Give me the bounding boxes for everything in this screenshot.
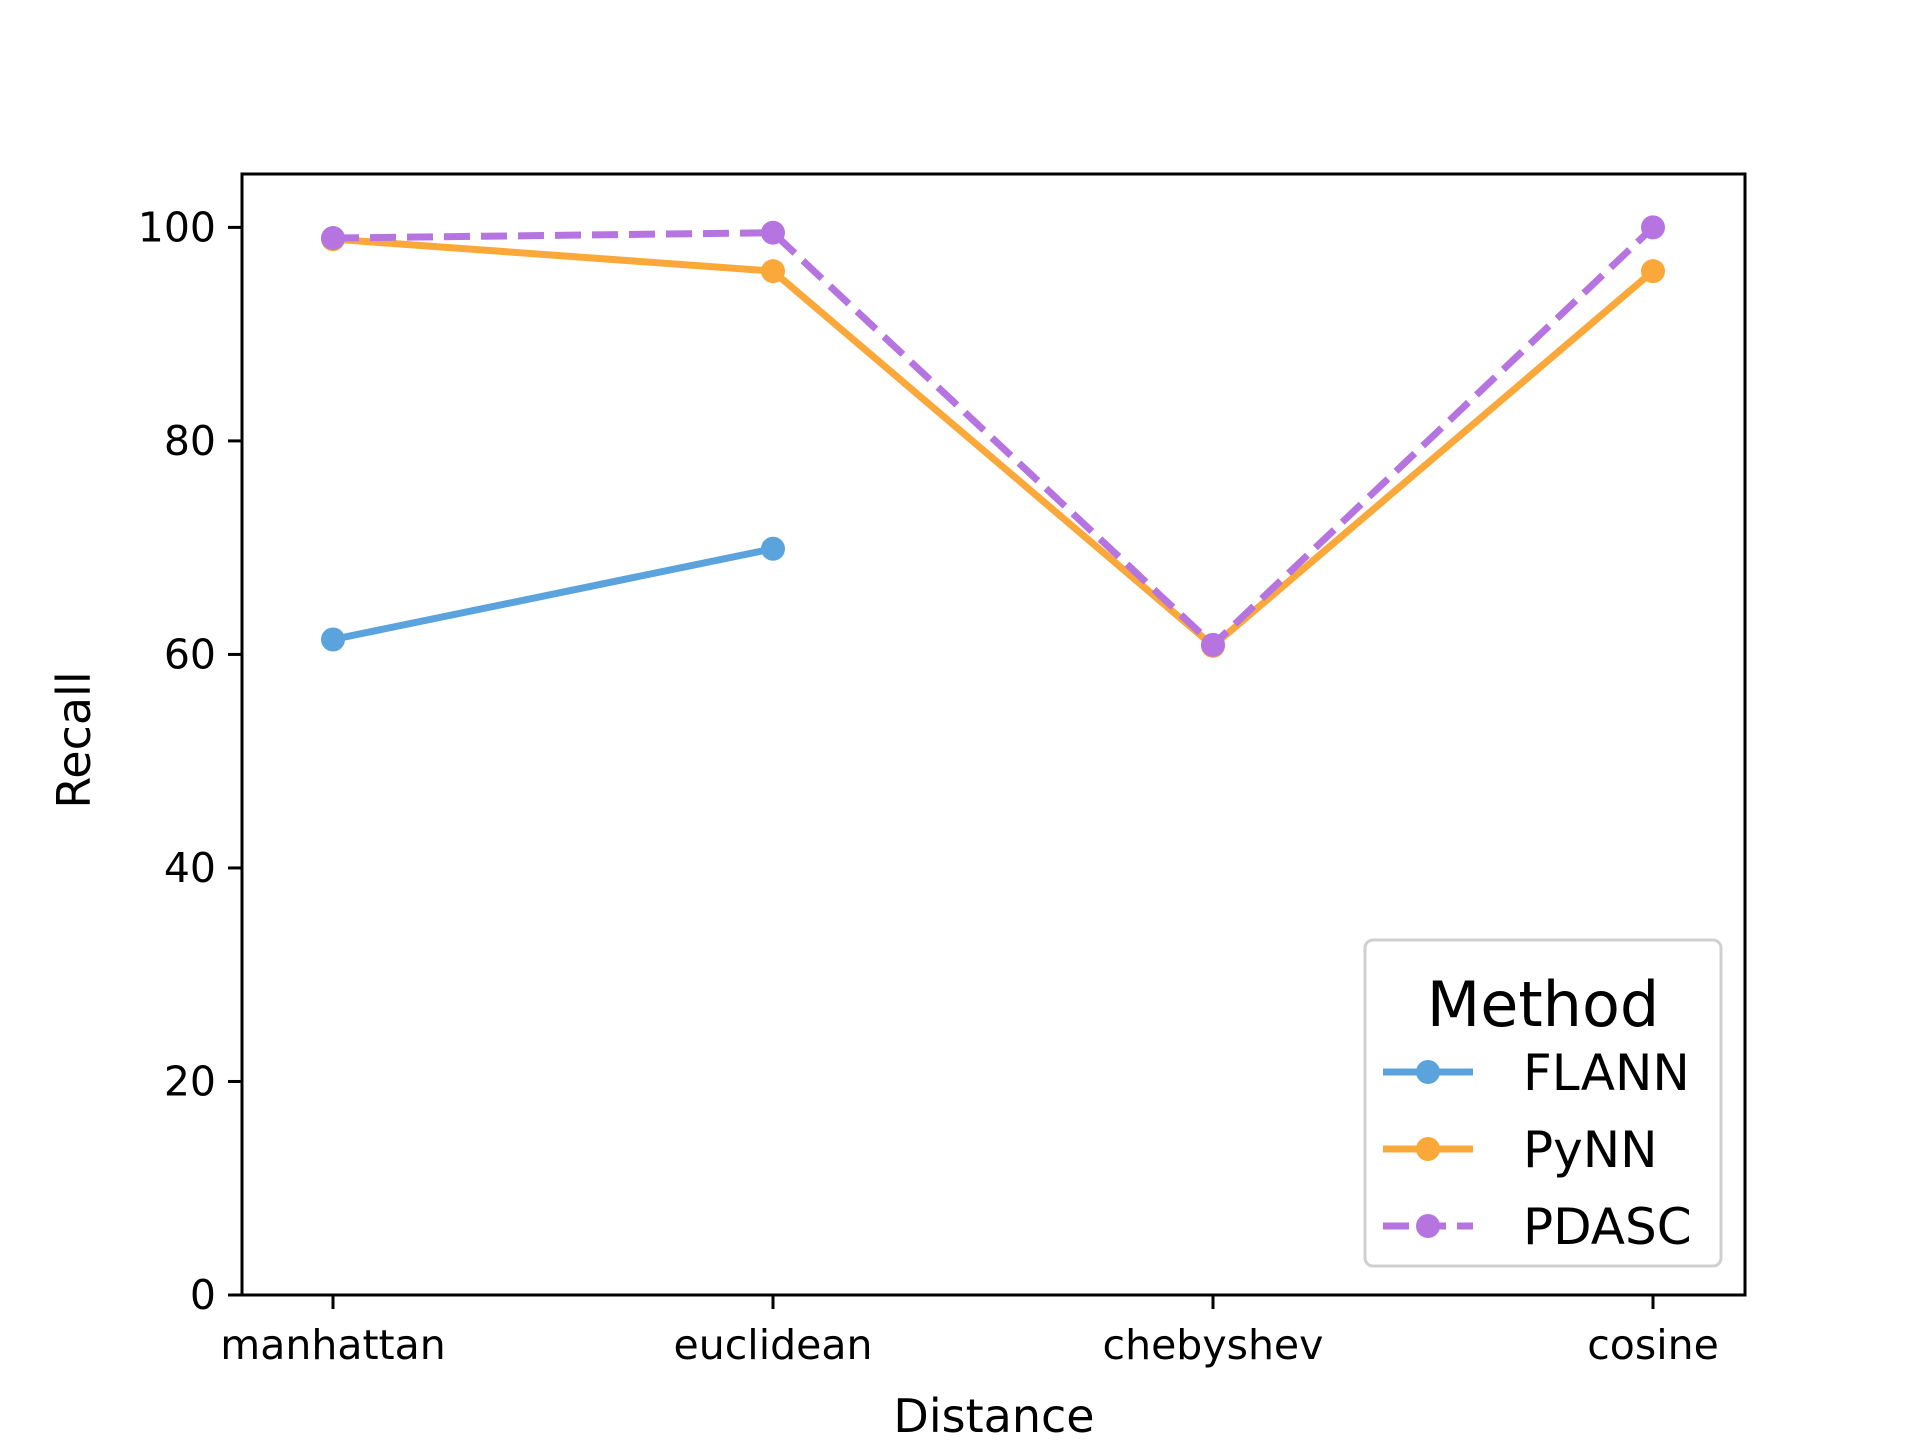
legend-label: PDASC (1523, 1198, 1692, 1256)
x-axis-label: Distance (893, 1389, 1094, 1440)
data-point (761, 536, 785, 561)
series-flann (321, 536, 785, 652)
data-point (1201, 632, 1225, 657)
data-point (1641, 215, 1665, 240)
data-point (761, 220, 785, 245)
data-point (761, 259, 785, 284)
y-tick-label: 100 (138, 203, 216, 251)
data-point (1641, 259, 1665, 284)
series-line (332, 224, 1656, 649)
y-tick-label: 60 (164, 630, 216, 678)
legend-title: Method (1427, 968, 1660, 1041)
y-tick-label: 0 (190, 1271, 216, 1319)
plot-frame (240, 172, 1747, 1297)
data-point (321, 226, 345, 251)
legend-item-flann: FLANN (1383, 1044, 1690, 1102)
y-tick-label: 80 (164, 417, 216, 465)
y-axis-label: Recall (47, 671, 101, 808)
legend-label: FLANN (1523, 1044, 1690, 1102)
legend-item-pdasc: PDASC (1383, 1198, 1692, 1256)
legend-marker (1416, 1060, 1440, 1084)
x-tick-label: manhattan (220, 1321, 445, 1369)
data-point (321, 627, 345, 652)
x-tick-label: chebyshev (1103, 1321, 1324, 1369)
plot-layer: 0 20 40 60 80 100 manhattan euclidean chebyshev c… (138, 172, 1747, 1369)
legend-marker (1416, 1214, 1440, 1238)
legend-label: PyNN (1523, 1121, 1658, 1179)
x-tick-label: euclidean (674, 1321, 873, 1369)
series-pdasc (321, 215, 1665, 657)
legend-item-pynn: PyNN (1383, 1121, 1658, 1179)
legend-frame (1363, 938, 1723, 1268)
y-tick-label: 40 (164, 844, 216, 892)
x-tick-label: cosine (1587, 1321, 1719, 1369)
y-tick-label: 20 (164, 1057, 216, 1105)
series-line (329, 545, 777, 643)
series-line (329, 235, 1657, 650)
legend-marker (1416, 1137, 1440, 1161)
